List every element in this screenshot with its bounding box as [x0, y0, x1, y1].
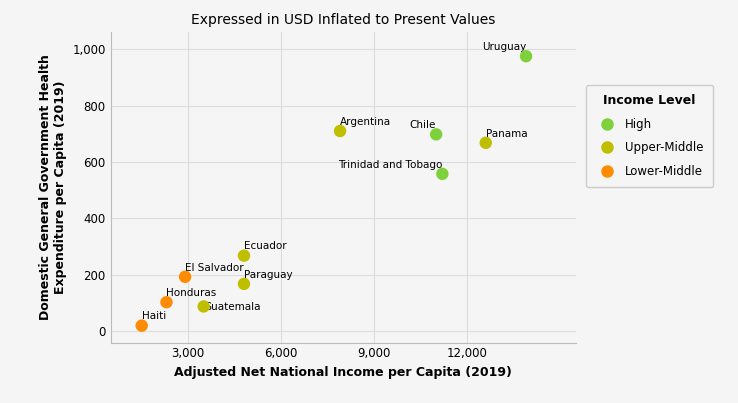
Point	[436, 170, 448, 177]
Point	[179, 274, 191, 280]
Point	[520, 53, 532, 59]
Text: Honduras: Honduras	[167, 288, 217, 298]
Point	[430, 131, 442, 137]
Text: Panama: Panama	[486, 129, 528, 139]
Y-axis label: Domestic General Government Health
Expenditure per Capita (2019): Domestic General Government Health Expen…	[39, 54, 67, 320]
X-axis label: Adjusted Net National Income per Capita (2019): Adjusted Net National Income per Capita …	[174, 366, 512, 379]
Text: El Salvador: El Salvador	[185, 263, 244, 272]
Point	[136, 322, 148, 329]
Text: Trinidad and Tobago: Trinidad and Tobago	[338, 160, 442, 170]
Legend: High, Upper-Middle, Lower-Middle: High, Upper-Middle, Lower-Middle	[586, 85, 713, 187]
Text: Uruguay: Uruguay	[482, 42, 526, 52]
Text: Paraguay: Paraguay	[244, 270, 292, 280]
Point	[480, 139, 492, 146]
Text: Haiti: Haiti	[142, 312, 166, 322]
Text: Argentina: Argentina	[340, 117, 391, 127]
Point	[238, 280, 250, 287]
Point	[161, 299, 173, 305]
Text: Ecuador: Ecuador	[244, 241, 286, 251]
Text: Chile: Chile	[410, 120, 436, 130]
Point	[198, 303, 210, 310]
Point	[238, 252, 250, 259]
Title: Expressed in USD Inflated to Present Values: Expressed in USD Inflated to Present Val…	[191, 13, 495, 27]
Point	[334, 128, 346, 134]
Text: Guatemala: Guatemala	[204, 302, 261, 312]
